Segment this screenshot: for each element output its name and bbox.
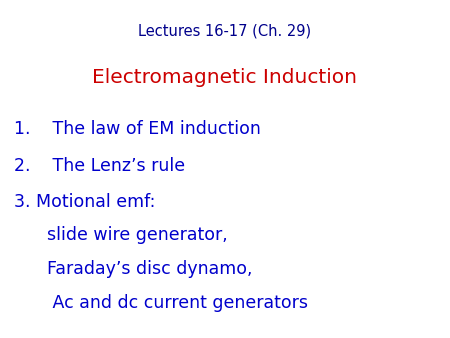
Text: Lectures 16-17 (Ch. 29): Lectures 16-17 (Ch. 29) bbox=[139, 24, 311, 39]
Text: slide wire generator,: slide wire generator, bbox=[14, 226, 227, 244]
Text: Ac and dc current generators: Ac and dc current generators bbox=[14, 294, 307, 312]
Text: Faraday’s disc dynamo,: Faraday’s disc dynamo, bbox=[14, 260, 252, 278]
Text: 2.    The Lenz’s rule: 2. The Lenz’s rule bbox=[14, 157, 184, 175]
Text: 1.    The law of EM induction: 1. The law of EM induction bbox=[14, 120, 261, 138]
Text: Electromagnetic Induction: Electromagnetic Induction bbox=[93, 68, 357, 87]
Text: 3. Motional emf:: 3. Motional emf: bbox=[14, 193, 155, 211]
